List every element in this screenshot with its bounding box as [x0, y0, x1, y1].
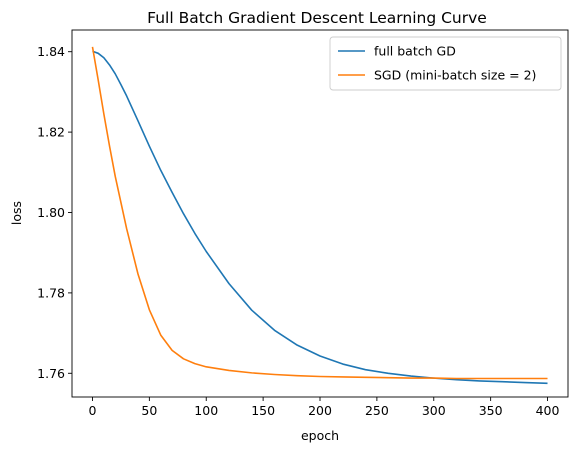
x-tick-label: 300 [422, 403, 446, 418]
x-axis-ticks: 0 50 100 150 200 250 300 350 400 [89, 397, 560, 418]
series-layer [91, 46, 548, 385]
y-tick-label: 1.84 [37, 44, 65, 59]
x-axis-label: epoch [301, 428, 339, 443]
y-tick-label: 1.80 [37, 205, 65, 220]
legend: full batch GD SGD (mini-batch size = 2) [329, 36, 562, 91]
y-axis-ticks: 1.76 1.78 1.80 1.82 1.84 [37, 44, 72, 381]
x-tick-label: 250 [365, 403, 389, 418]
y-axis-label: loss [9, 201, 24, 225]
legend-entry-sgd: SGD (mini-batch size = 2) [374, 68, 536, 83]
series-line-sgd [91, 46, 548, 380]
legend-entry-full-batch-gd: full batch GD [374, 44, 456, 59]
x-tick-label: 0 [89, 403, 97, 418]
legend-box [329, 36, 562, 91]
x-tick-label: 400 [536, 403, 560, 418]
x-tick-label: 100 [194, 403, 218, 418]
chart-title: Full Batch Gradient Descent Learning Cur… [147, 9, 487, 27]
y-tick-label: 1.78 [37, 285, 65, 300]
y-tick-label: 1.82 [37, 125, 65, 140]
x-tick-label: 350 [479, 403, 503, 418]
x-tick-label: 50 [141, 403, 157, 418]
x-tick-label: 200 [308, 403, 332, 418]
x-tick-label: 150 [251, 403, 275, 418]
y-tick-label: 1.76 [37, 366, 65, 381]
